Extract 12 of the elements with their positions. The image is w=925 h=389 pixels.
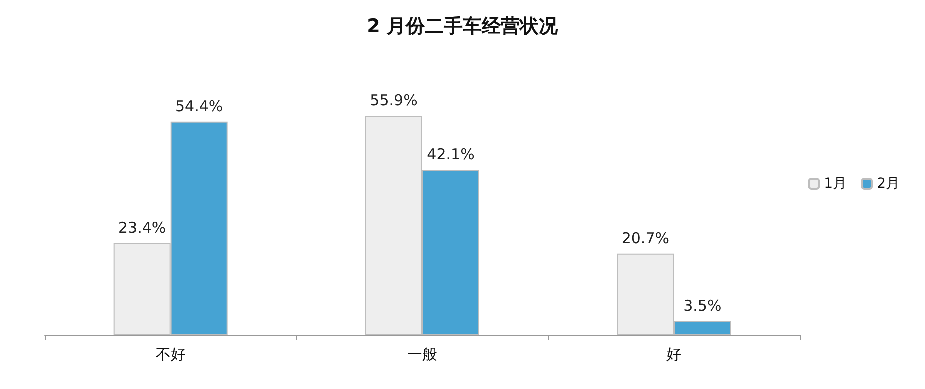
- legend-label: 2月: [877, 176, 900, 192]
- x-tick-label: 不好: [156, 346, 186, 364]
- x-tick-label: 好: [666, 346, 682, 364]
- data-label: 20.7%: [622, 229, 670, 248]
- data-label: 3.5%: [684, 296, 722, 315]
- legend-label: 1月: [824, 176, 848, 192]
- data-label: 55.9%: [370, 92, 418, 110]
- x-tick-label: 一般: [408, 346, 438, 364]
- data-label: 42.1%: [427, 146, 475, 164]
- chart-title: 2 月份二手车经营状况: [367, 16, 559, 38]
- data-label: 54.4%: [176, 97, 224, 116]
- data-label: 23.4%: [118, 218, 166, 237]
